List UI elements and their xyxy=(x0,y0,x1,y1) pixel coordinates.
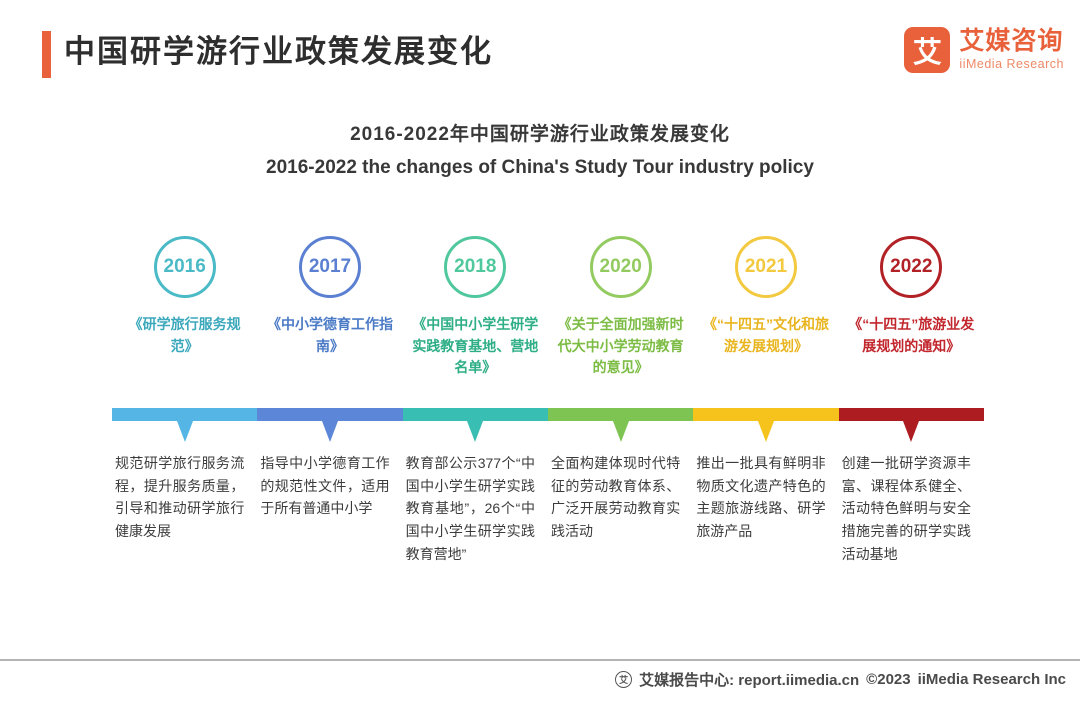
policy-title: 《中国中小学生研学实践教育基地、营地名单》 xyxy=(403,314,548,379)
title-accent-bar xyxy=(42,31,51,78)
timeline-pointer xyxy=(467,421,483,442)
iimedia-logo: 艾 艾媒咨询 iiMedia Research xyxy=(904,27,1064,73)
iimedia-circle-icon: 艾 xyxy=(615,671,632,688)
footer-copyright: ©2023 xyxy=(866,671,910,688)
timeline-item: 2016 《研学旅行服务规范》 xyxy=(112,236,257,408)
year-label: 2022 xyxy=(890,256,932,278)
policy-description: 创建一批研学资源丰富、课程体系健全、活动特色鲜明与安全措施完善的研学实践活动基地 xyxy=(839,452,984,565)
year-label: 2017 xyxy=(309,256,351,278)
infographic-page: 中国研学游行业政策发展变化 艾 艾媒咨询 iiMedia Research 20… xyxy=(0,0,1080,702)
timeline-descriptions: 规范研学旅行服务流程，提升服务质量，引导和推动研学旅行健康发展指导中小学德育工作… xyxy=(112,452,984,565)
timeline-top: 2016 《研学旅行服务规范》 2017 《中小学德育工作指南》 2018 《中国中小学生… xyxy=(112,236,984,408)
timeline-bar xyxy=(112,408,984,421)
timeline-segment xyxy=(548,408,693,421)
timeline-pointer xyxy=(177,421,193,442)
policy-title: 《“十四五”文化和旅游发展规划》 xyxy=(693,314,838,357)
policy-description: 指导中小学德育工作的规范性文件，适用于所有普通中小学 xyxy=(257,452,402,565)
logo-text: 艾媒咨询 iiMedia Research xyxy=(959,29,1064,71)
timeline-segment xyxy=(839,408,984,421)
timeline-pointer xyxy=(322,421,338,442)
timeline-pointer xyxy=(758,421,774,442)
year-circle: 2017 xyxy=(299,236,361,298)
year-label: 2020 xyxy=(600,256,642,278)
chart-subtitle: 2016-2022年中国研学游行业政策发展变化 2016-2022 the ch… xyxy=(0,119,1080,179)
year-circle: 2018 xyxy=(444,236,506,298)
policy-title: 《关于全面加强新时代大中小学劳动教育的意见》 xyxy=(548,314,693,379)
year-circle: 2022 xyxy=(880,236,942,298)
timeline-pointer xyxy=(613,421,629,442)
page-title: 中国研学游行业政策发展变化 xyxy=(64,26,493,71)
year-circle: 2016 xyxy=(154,236,216,298)
policy-title: 《“十四五”旅游业发展规划的通知》 xyxy=(839,314,984,357)
logo-name-cn: 艾媒咨询 xyxy=(959,29,1064,54)
policy-description: 全面构建体现时代特征的劳动教育体系、广泛开展劳动教育实践活动 xyxy=(548,452,693,565)
year-label: 2016 xyxy=(164,256,206,278)
timeline-segment xyxy=(403,408,548,421)
timeline-item: 2018 《中国中小学生研学实践教育基地、营地名单》 xyxy=(403,236,548,408)
footer: 艾 艾媒报告中心: report.iimedia.cn ©2023 iiMedi… xyxy=(615,669,1066,690)
policy-description: 推出一批具有鲜明非物质文化遗产特色的主题旅游线路、研学旅游产品 xyxy=(693,452,838,565)
iimedia-logo-icon: 艾 xyxy=(904,27,950,73)
subtitle-english: 2016-2022 the changes of China's Study T… xyxy=(0,157,1080,179)
subtitle-chinese: 2016-2022年中国研学游行业政策发展变化 xyxy=(0,119,1080,146)
logo-name-en: iiMedia Research xyxy=(959,57,1064,71)
timeline-item: 2020 《关于全面加强新时代大中小学劳动教育的意见》 xyxy=(548,236,693,408)
timeline-item: 2022 《“十四五”旅游业发展规划的通知》 xyxy=(839,236,984,408)
policy-title: 《研学旅行服务规范》 xyxy=(112,314,257,357)
policy-title: 《中小学德育工作指南》 xyxy=(257,314,402,357)
year-label: 2021 xyxy=(745,256,787,278)
timeline-item: 2017 《中小学德育工作指南》 xyxy=(257,236,402,408)
policy-description: 规范研学旅行服务流程，提升服务质量，引导和推动研学旅行健康发展 xyxy=(112,452,257,565)
timeline-segment xyxy=(112,408,257,421)
year-circle: 2021 xyxy=(735,236,797,298)
year-label: 2018 xyxy=(454,256,496,278)
timeline-segment xyxy=(693,408,838,421)
timeline-pointer xyxy=(903,421,919,442)
timeline-segment xyxy=(257,408,402,421)
policy-description: 教育部公示377个“中国中小学生研学实践教育基地”，26个“中国中小学生研学实践… xyxy=(403,452,548,565)
policy-timeline: 2016 《研学旅行服务规范》 2017 《中小学德育工作指南》 2018 《中国中小学生… xyxy=(112,236,984,565)
footer-report-center: 艾媒报告中心: report.iimedia.cn xyxy=(639,669,859,690)
footer-company: iiMedia Research Inc xyxy=(918,671,1066,688)
timeline-item: 2021 《“十四五”文化和旅游发展规划》 xyxy=(693,236,838,408)
footer-divider xyxy=(0,659,1080,661)
year-circle: 2020 xyxy=(590,236,652,298)
